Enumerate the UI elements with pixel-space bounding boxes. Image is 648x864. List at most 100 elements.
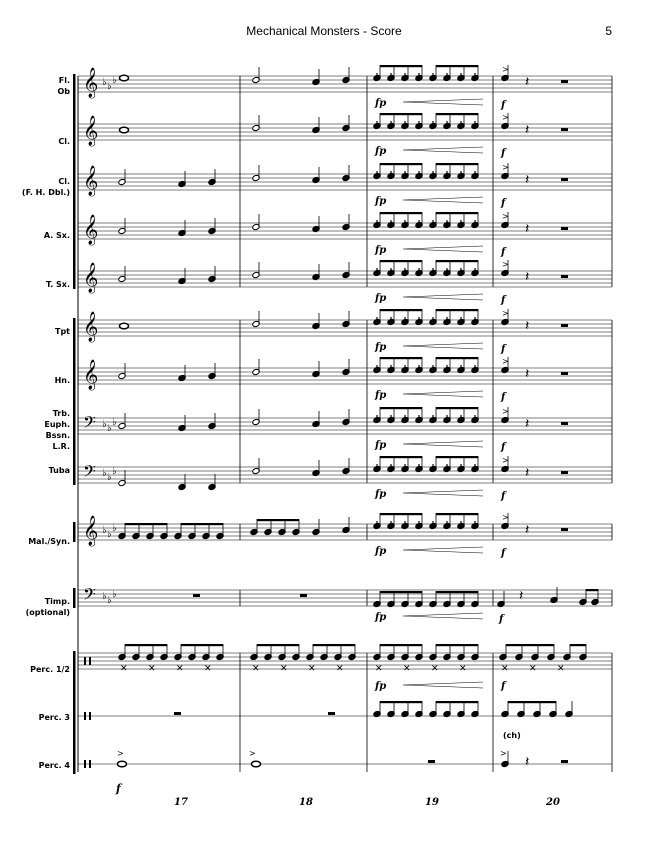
staccato-dot bbox=[474, 365, 476, 367]
staccato-dot bbox=[432, 171, 434, 173]
staccato-dot bbox=[404, 171, 406, 173]
dynamic-fp: fp bbox=[374, 196, 386, 207]
accent-mark: > bbox=[502, 513, 509, 522]
beam bbox=[436, 407, 478, 410]
x-note-head: ✕ bbox=[529, 664, 537, 674]
staccato-dot bbox=[418, 268, 420, 270]
staccato-dot bbox=[404, 521, 406, 523]
dynamic-f: f bbox=[500, 392, 507, 403]
flat-icon: ♭ bbox=[102, 591, 107, 602]
staccato-dot bbox=[390, 268, 392, 270]
staccato-dot bbox=[446, 464, 448, 466]
crescendo-hairpin bbox=[402, 146, 484, 154]
flat-icon: ♭ bbox=[107, 529, 112, 540]
staccato-dot bbox=[390, 73, 392, 75]
beam bbox=[436, 163, 478, 166]
x-note-head: ✕ bbox=[120, 664, 128, 674]
flat-icon: ♭ bbox=[112, 75, 117, 86]
staccato-dot bbox=[432, 521, 434, 523]
quarter-rest-icon: 𝄽 bbox=[525, 522, 529, 538]
accent-mark: > bbox=[502, 407, 509, 416]
beam bbox=[436, 65, 478, 68]
quarter-rest-icon: 𝄽 bbox=[525, 74, 529, 90]
whole-rest bbox=[561, 178, 568, 181]
accent-mark: > bbox=[502, 113, 509, 122]
staccato-dot bbox=[474, 317, 476, 319]
whole-rest bbox=[561, 324, 568, 327]
staccato-dot bbox=[446, 220, 448, 222]
whole-rest bbox=[428, 760, 435, 763]
staccato-dot bbox=[390, 464, 392, 466]
beam bbox=[380, 644, 422, 647]
dynamic-f: f bbox=[500, 247, 507, 258]
flat-icon: ♭ bbox=[112, 466, 117, 477]
accent-mark: > bbox=[500, 749, 507, 758]
whole-rest bbox=[561, 372, 568, 375]
staccato-dot bbox=[376, 415, 378, 417]
measure-number-17: 17 bbox=[174, 797, 188, 808]
flat-icon: ♭ bbox=[112, 523, 117, 534]
staccato-dot bbox=[432, 220, 434, 222]
staccato-dot bbox=[446, 415, 448, 417]
group-bracket bbox=[73, 588, 76, 608]
staccato-dot bbox=[418, 121, 420, 123]
crescendo-hairpin bbox=[402, 98, 484, 106]
accent-mark: > bbox=[502, 212, 509, 221]
x-note-head: ✕ bbox=[280, 664, 288, 674]
dynamic-f: f bbox=[500, 491, 507, 502]
staccato-dot bbox=[446, 317, 448, 319]
instrument-label-flute-oboe: Fl. Ob bbox=[57, 76, 70, 96]
score-title: Mechanical Monsters - Score bbox=[246, 24, 402, 38]
whole-rest bbox=[561, 422, 568, 425]
instrument-label-timpani: Timp. (optional) bbox=[25, 597, 70, 617]
crescendo-hairpin bbox=[402, 245, 484, 253]
flat-icon: ♭ bbox=[107, 423, 112, 434]
instrument-label-alto-sax: A. Sx. bbox=[43, 231, 70, 240]
dynamic-f: f bbox=[500, 148, 507, 159]
instrument-label-perc-1-2: Perc. 1/2 bbox=[30, 665, 70, 674]
beam bbox=[380, 65, 422, 68]
crescendo-hairpin bbox=[402, 342, 484, 350]
flat-icon: ♭ bbox=[107, 81, 112, 92]
staccato-dot bbox=[418, 464, 420, 466]
beam bbox=[380, 591, 422, 594]
staccato-dot bbox=[460, 464, 462, 466]
dynamic-fp: fp bbox=[374, 489, 386, 500]
beam bbox=[380, 513, 422, 516]
staccato-dot bbox=[474, 415, 476, 417]
percussion-clef-icon bbox=[89, 760, 91, 768]
staccato-dot bbox=[418, 220, 420, 222]
whole-rest bbox=[174, 712, 181, 715]
quarter-rest-icon: 𝄽 bbox=[525, 269, 529, 285]
quarter-rest-icon: 𝄽 bbox=[525, 416, 529, 432]
crescendo-hairpin bbox=[402, 440, 484, 448]
measure-number-19: 19 bbox=[425, 797, 439, 808]
x-note-head: ✕ bbox=[204, 664, 212, 674]
treble-clef-icon: 𝄞 bbox=[83, 359, 98, 391]
staccato-dot bbox=[474, 464, 476, 466]
staccato-dot bbox=[376, 365, 378, 367]
staccato-dot bbox=[376, 521, 378, 523]
beam bbox=[436, 357, 478, 360]
beam bbox=[380, 407, 422, 410]
percussion-clef-icon bbox=[84, 657, 86, 665]
beam bbox=[508, 701, 556, 704]
staccato-dot bbox=[418, 415, 420, 417]
treble-clef-icon: 𝄞 bbox=[83, 115, 98, 147]
whole-rest bbox=[561, 528, 568, 531]
instrument-label-perc-4: Perc. 4 bbox=[38, 761, 70, 770]
page-number: 5 bbox=[605, 24, 612, 38]
x-note-head: ✕ bbox=[252, 664, 260, 674]
flat-icon: ♭ bbox=[107, 472, 112, 483]
group-bracket bbox=[73, 318, 76, 485]
dynamic-f: f bbox=[115, 782, 123, 795]
dynamic-f: f bbox=[500, 295, 507, 306]
staccato-dot bbox=[376, 317, 378, 319]
flat-icon: ♭ bbox=[102, 468, 107, 479]
beam bbox=[436, 113, 478, 116]
dynamic-fp: fp bbox=[374, 546, 386, 557]
beam bbox=[181, 644, 223, 647]
crescendo-hairpin bbox=[402, 681, 484, 689]
staccato-dot bbox=[376, 73, 378, 75]
whole-note bbox=[116, 760, 128, 768]
